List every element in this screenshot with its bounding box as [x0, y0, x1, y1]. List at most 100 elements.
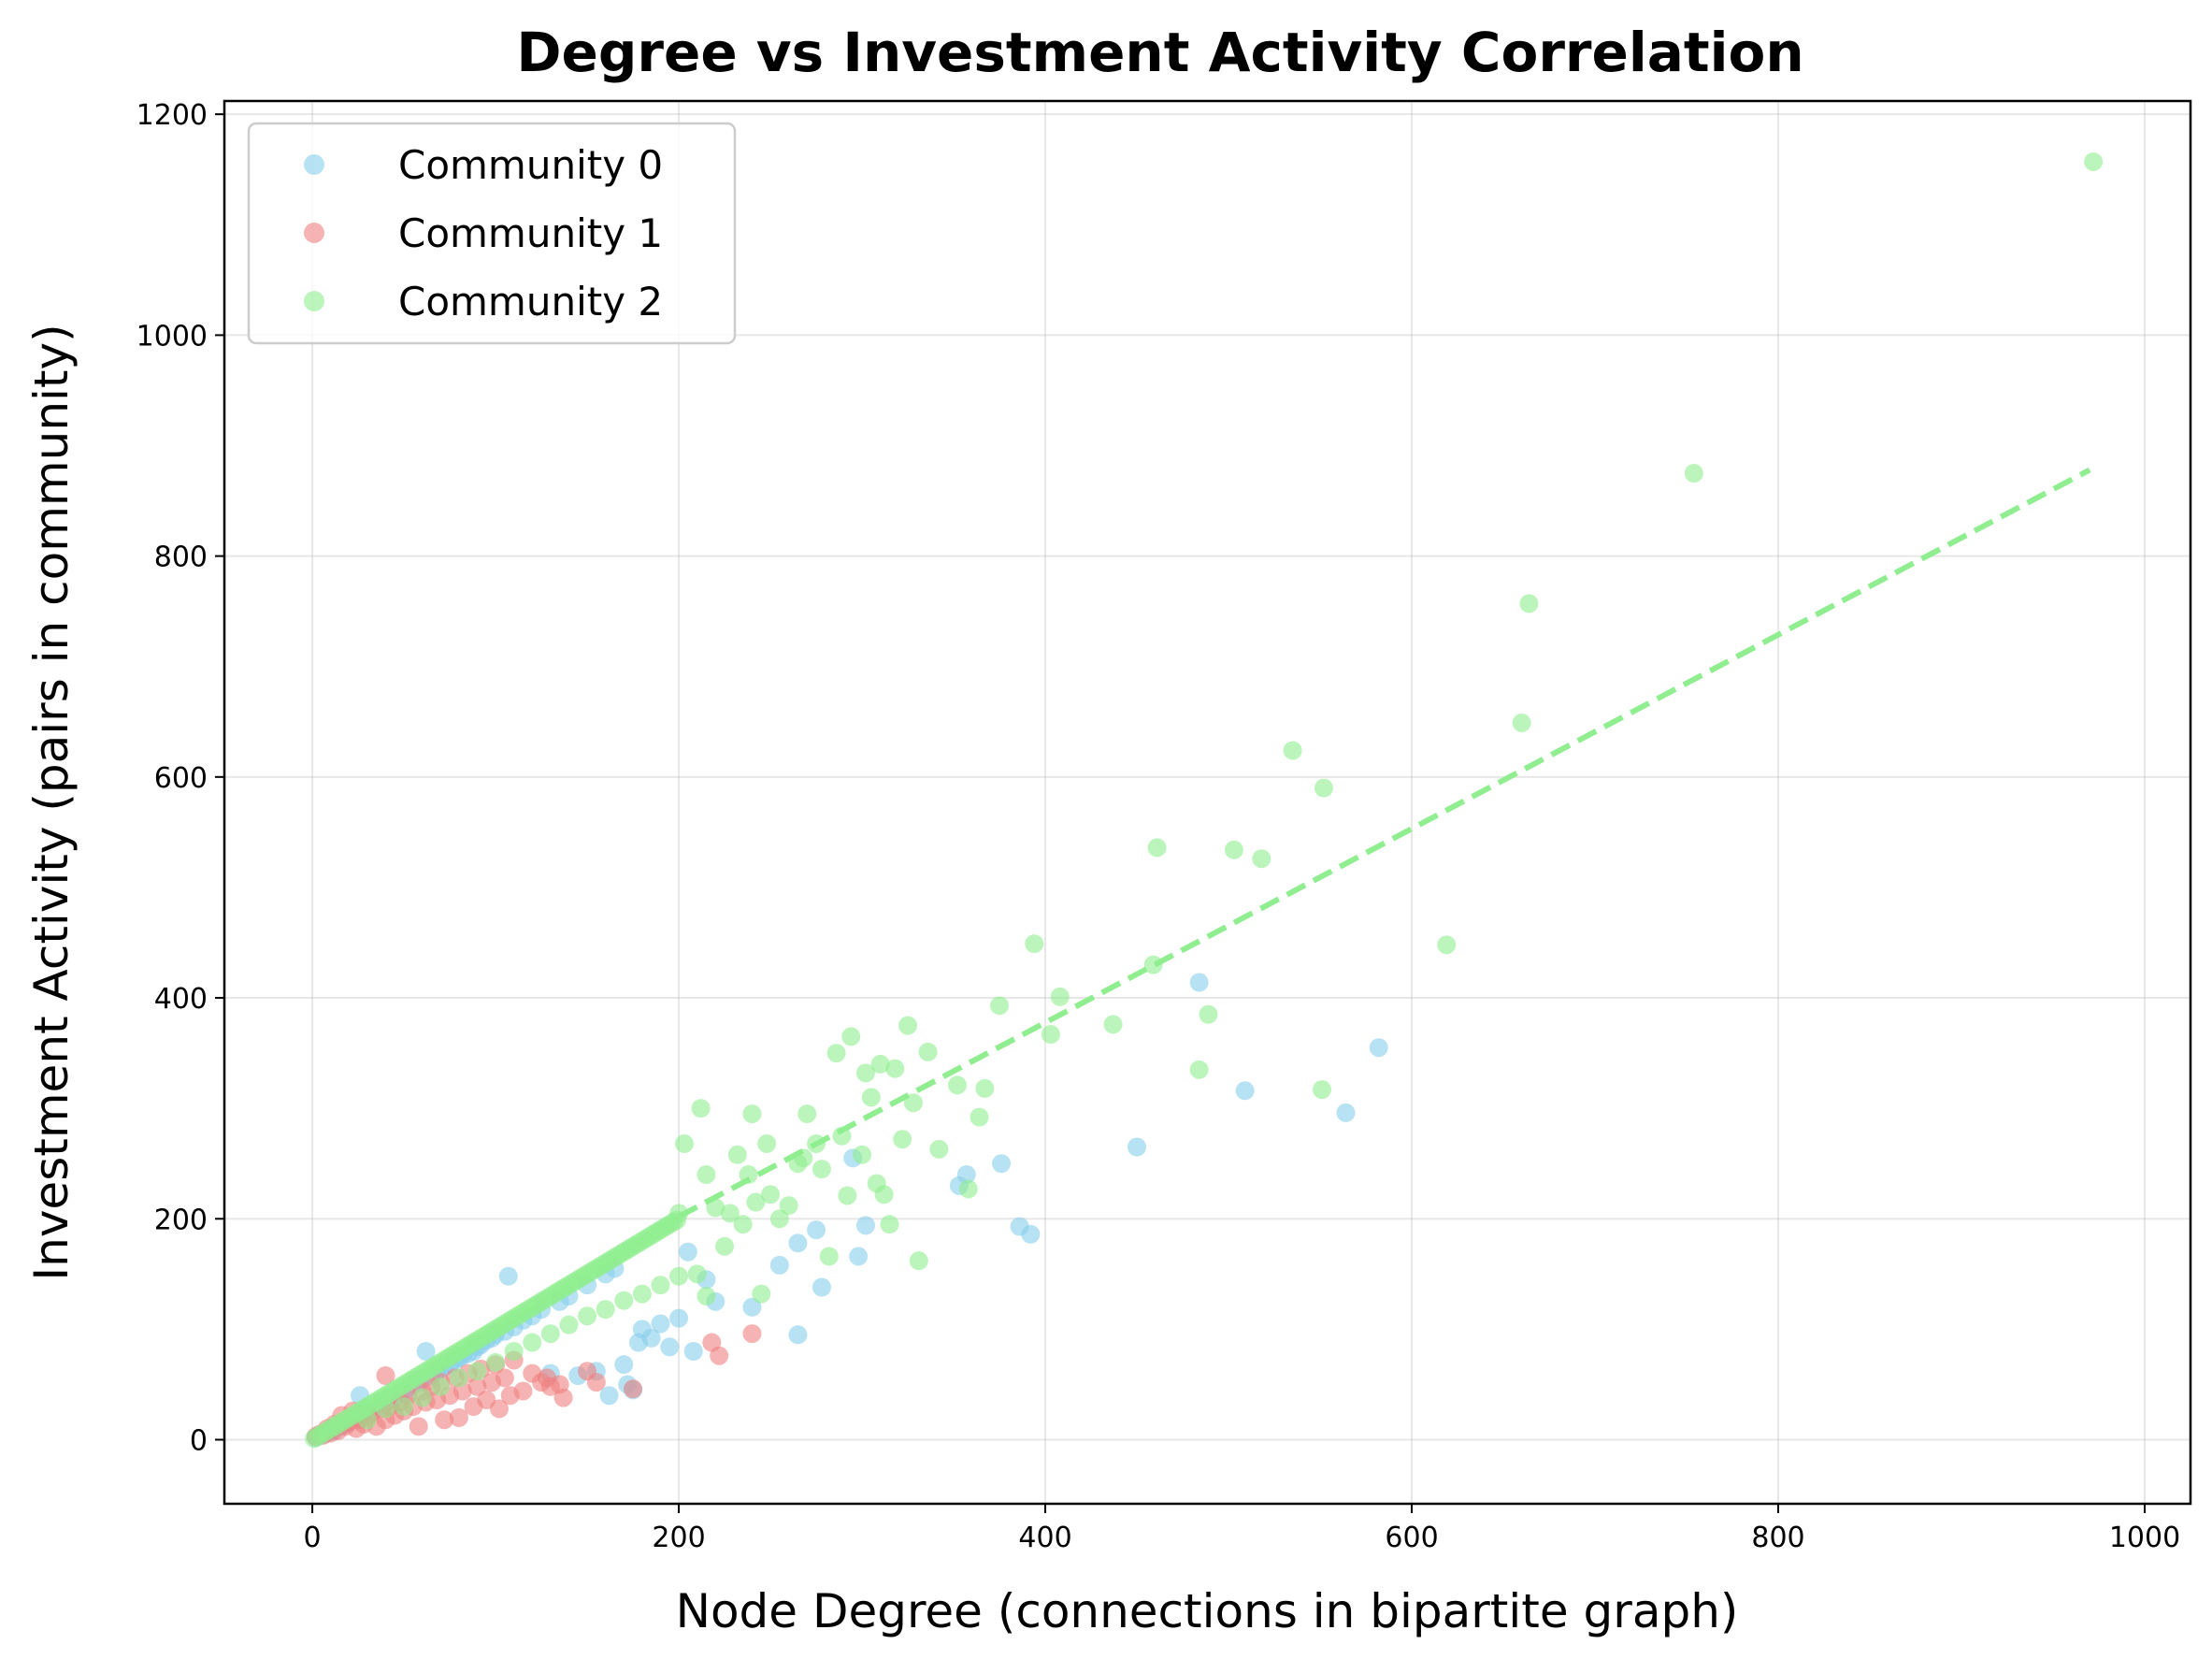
data-point — [449, 1407, 468, 1427]
y-tick-label: 200 — [154, 1204, 208, 1236]
data-point — [1147, 838, 1167, 858]
x-tick-label: 0 — [304, 1522, 322, 1554]
data-point — [395, 1397, 414, 1417]
data-point — [1128, 1137, 1147, 1157]
data-point — [467, 1362, 487, 1381]
legend-marker — [304, 154, 324, 175]
data-point — [578, 1306, 597, 1326]
data-point — [853, 1145, 872, 1164]
x-tick-label: 200 — [652, 1522, 705, 1554]
legend-label: Community 0 — [398, 142, 663, 188]
x-tick-label: 400 — [1018, 1522, 1071, 1554]
y-tick-label: 1000 — [136, 320, 208, 353]
data-point — [715, 1236, 735, 1256]
data-point — [540, 1324, 560, 1344]
data-point — [1312, 1080, 1331, 1100]
y-tick-label: 1200 — [136, 99, 208, 132]
data-point — [742, 1297, 762, 1317]
data-point — [1189, 973, 1209, 992]
data-point — [669, 1308, 689, 1328]
data-point — [849, 1247, 869, 1266]
data-point — [376, 1365, 395, 1385]
data-point — [861, 1088, 881, 1107]
data-point — [513, 1381, 533, 1401]
data-point — [416, 1342, 436, 1362]
legend-marker — [304, 291, 324, 311]
data-point — [929, 1139, 949, 1159]
data-point — [2084, 151, 2104, 171]
data-point — [489, 1399, 509, 1419]
data-point — [559, 1315, 579, 1334]
data-point — [687, 1264, 707, 1284]
x-tick-label: 600 — [1385, 1522, 1438, 1554]
data-point — [742, 1104, 762, 1124]
legend-marker — [304, 223, 324, 243]
data-point — [797, 1104, 817, 1124]
data-point — [498, 1266, 518, 1286]
data-point — [956, 1165, 976, 1185]
data-point — [1519, 594, 1539, 613]
data-point — [838, 1186, 857, 1205]
y-tick-label: 400 — [154, 983, 208, 1016]
data-point — [903, 1093, 923, 1113]
data-point — [467, 1377, 487, 1396]
data-point — [970, 1107, 989, 1127]
data-point — [990, 996, 1010, 1016]
data-point — [678, 1242, 697, 1262]
data-point — [742, 1324, 762, 1344]
data-point — [431, 1377, 451, 1396]
data-point — [1314, 778, 1333, 798]
data-point — [523, 1333, 542, 1352]
data-point — [586, 1373, 606, 1392]
legend-label: Community 2 — [398, 279, 663, 325]
data-point — [794, 1148, 813, 1168]
data-point — [1437, 935, 1457, 955]
data-point — [812, 1160, 831, 1179]
data-point — [697, 1165, 716, 1185]
y-axis-ticks: 0 200 400 600 800 1000 1200 — [136, 99, 224, 1457]
data-point — [752, 1284, 771, 1304]
data-point — [746, 1192, 766, 1212]
legend-box — [247, 122, 737, 345]
data-point — [706, 1198, 725, 1218]
data-point — [710, 1346, 729, 1365]
data-point — [874, 1185, 894, 1205]
data-point — [788, 1233, 808, 1253]
data-point — [614, 1355, 634, 1375]
data-point — [691, 1099, 711, 1118]
trendline-layer — [677, 467, 2091, 1219]
data-point — [1189, 1060, 1209, 1079]
data-point — [885, 1059, 905, 1078]
data-point — [669, 1266, 689, 1286]
data-point — [855, 1063, 875, 1083]
data-point — [641, 1328, 661, 1348]
data-point — [669, 1204, 689, 1223]
data-point — [893, 1130, 912, 1149]
data-point — [841, 1027, 861, 1046]
data-point — [918, 1042, 938, 1061]
data-point — [720, 1204, 740, 1223]
data-point — [1252, 849, 1271, 869]
data-point — [739, 1165, 758, 1185]
data-point — [412, 1388, 432, 1407]
data-point — [880, 1215, 899, 1234]
y-axis-label: Investment Activity (pairs in community) — [24, 324, 79, 1280]
y-tick-label: 0 — [190, 1424, 208, 1457]
data-point — [486, 1352, 506, 1372]
data-point — [757, 1133, 777, 1153]
series-community-2 — [305, 151, 2104, 1449]
plot-frame — [223, 99, 2192, 1506]
data-point — [761, 1185, 781, 1205]
data-point — [596, 1300, 615, 1320]
data-point — [769, 1255, 789, 1275]
data-point — [409, 1417, 428, 1436]
data-point — [624, 1379, 643, 1399]
data-point — [788, 1325, 808, 1345]
data-point — [1199, 1004, 1218, 1024]
data-point — [826, 1044, 846, 1063]
data-point — [898, 1016, 918, 1035]
scatter-points — [305, 151, 2104, 1449]
data-point — [660, 1337, 680, 1357]
data-point — [812, 1277, 831, 1297]
